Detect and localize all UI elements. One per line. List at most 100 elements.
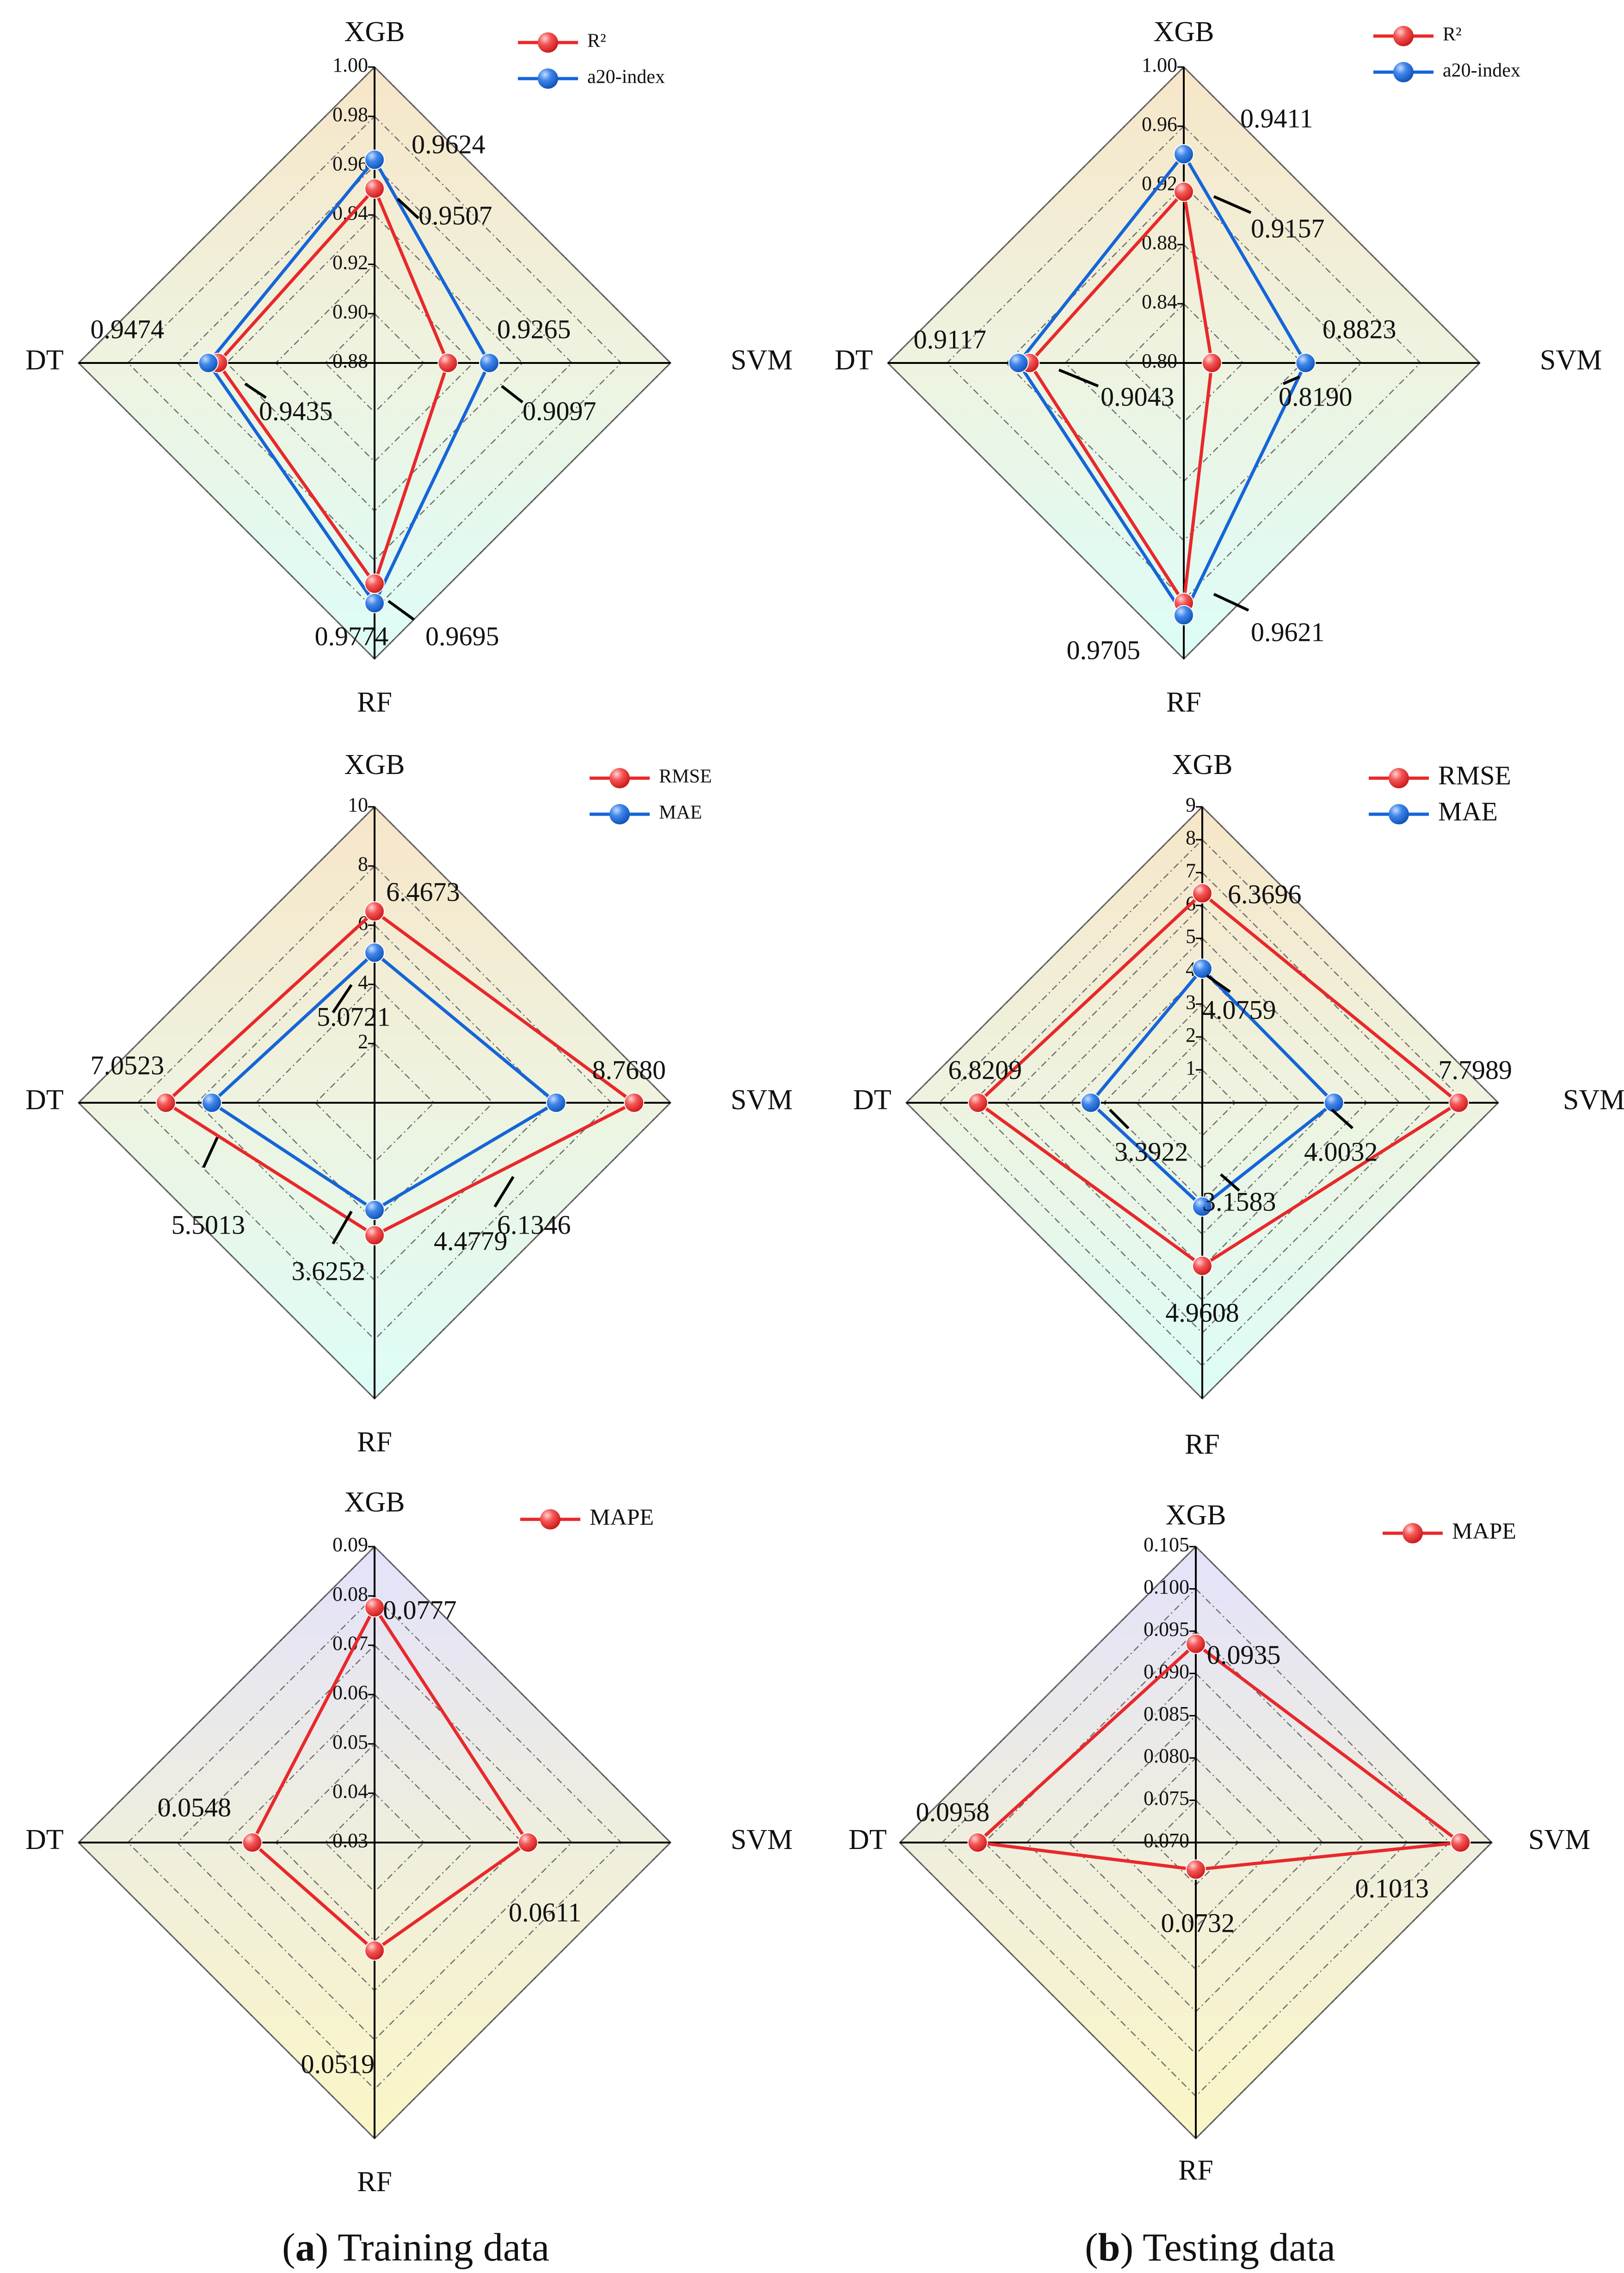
radar-callout-line <box>501 385 523 404</box>
radar-tick-label: 0.98 <box>332 103 368 126</box>
radar-tick-label: 4 <box>1186 958 1196 981</box>
legend-label: R² <box>1443 24 1462 45</box>
radar-value-label: 3.3922 <box>1114 1136 1188 1167</box>
radar-tick-label: 7 <box>1186 859 1196 882</box>
radar-chart-a2: 246810XGBSVMRFDT6.46738.76804.47797.0523… <box>25 749 793 1458</box>
radar-legend: MAPE <box>520 1504 654 1530</box>
radar-point <box>364 178 385 199</box>
radar-axis-label-rf: RF <box>1166 687 1201 718</box>
legend-marker-red <box>540 1509 560 1530</box>
radar-point <box>546 1093 566 1113</box>
legend-label: MAE <box>659 802 702 823</box>
radar-value-label: 0.0732 <box>1161 1908 1235 1938</box>
radar-tick-label: 0.08 <box>332 1583 368 1605</box>
radar-callout-line <box>244 382 267 399</box>
radar-value-label: 0.9695 <box>425 621 499 651</box>
radar-point <box>517 1832 538 1853</box>
radar-tick-label: 10 <box>348 793 368 816</box>
legend-label: RMSE <box>659 766 712 787</box>
radar-value-label: 6.8209 <box>948 1055 1022 1085</box>
legend-marker-red <box>1403 1523 1423 1543</box>
radar-value-label: 6.4673 <box>386 877 460 907</box>
radar-axis-label-svm: SVM <box>1528 1824 1590 1855</box>
radar-value-label: 0.0548 <box>158 1792 232 1822</box>
radar-tick-label: 3 <box>1186 991 1196 1014</box>
radar-tick-label: 4 <box>358 971 368 994</box>
radar-tick-label: 0.88 <box>1142 231 1177 254</box>
radar-tick-label: 0.105 <box>1144 1533 1189 1556</box>
caption-training-text: Training data <box>328 2225 550 2269</box>
radar-axis-label-xgb: XGB <box>344 1487 405 1518</box>
radar-axis-label-svm: SVM <box>731 344 793 376</box>
radar-tick-label: 0.84 <box>1142 290 1177 313</box>
radar-value-label: 6.3696 <box>1228 879 1302 909</box>
radar-tick-label: 2 <box>1186 1024 1196 1046</box>
radar-value-label: 3.1583 <box>1202 1186 1276 1216</box>
radar-callout-line <box>493 1176 515 1208</box>
radar-value-label: 0.9621 <box>1251 617 1325 647</box>
legend-marker-blue <box>1393 62 1414 82</box>
radar-axis-label-dt: DT <box>25 1824 64 1855</box>
caption-training: (a) Training data <box>282 2225 550 2269</box>
radar-value-label: 6.1346 <box>497 1210 571 1240</box>
radar-axis-label-dt: DT <box>25 344 64 376</box>
legend-label: MAE <box>1438 796 1498 826</box>
radar-point <box>1186 1859 1206 1880</box>
radar-gridline <box>275 263 474 463</box>
legend-label: a20-index <box>1443 60 1520 81</box>
radar-axis-label-svm: SVM <box>731 1084 793 1116</box>
caption-testing-letter: b <box>1098 2225 1120 2269</box>
radar-tick-label: 0.09 <box>332 1533 368 1556</box>
radar-value-label: 8.7680 <box>592 1055 666 1085</box>
radar-value-label: 4.0032 <box>1304 1136 1378 1167</box>
radar-legend: RMSE MAE <box>590 766 712 824</box>
radar-value-label: 4.4779 <box>434 1226 508 1256</box>
radar-value-label: 4.9608 <box>1165 1297 1239 1327</box>
radar-value-label: 0.0777 <box>383 1595 457 1625</box>
radar-axis-label-xgb: XGB <box>1154 16 1214 48</box>
radar-axis-label-rf: RF <box>357 1426 392 1458</box>
radar-tick-label: 0.05 <box>332 1731 368 1753</box>
radar-point <box>1192 1255 1212 1276</box>
radar-gridline <box>275 1743 474 1942</box>
radar-point <box>1201 353 1222 373</box>
radar-tick-label: 0.96 <box>332 152 368 175</box>
legend-label: a20-index <box>587 67 665 88</box>
radar-point <box>364 593 385 614</box>
radar-point <box>1448 1093 1469 1113</box>
radar-value-label: 0.9157 <box>1251 213 1325 243</box>
radar-point <box>1174 181 1194 202</box>
legend-marker-red <box>609 768 630 788</box>
radar-value-label: 0.8823 <box>1323 314 1396 344</box>
radar-value-label: 0.9774 <box>315 621 389 651</box>
legend-label: RMSE <box>1438 760 1511 790</box>
radar-point <box>364 1200 385 1221</box>
radar-point <box>155 1093 176 1113</box>
radar-gridline <box>127 1595 622 2090</box>
radar-tick-label: 8 <box>358 853 368 875</box>
radar-point <box>1008 353 1029 373</box>
radar-point <box>242 1832 263 1853</box>
radar-point <box>364 942 385 963</box>
radar-tick-label: 0.04 <box>332 1780 368 1802</box>
radar-callout-line <box>1331 1108 1353 1130</box>
radar-value-label: 0.0958 <box>916 1797 990 1827</box>
radar-point <box>967 1093 988 1113</box>
radar-tick-label: 0.080 <box>1144 1745 1189 1767</box>
radar-point <box>364 1225 385 1246</box>
radar-value-label: 0.0611 <box>509 1897 581 1927</box>
radar-value-label: 4.0759 <box>1202 995 1276 1025</box>
radar-point <box>1186 1634 1206 1654</box>
radar-point <box>1174 144 1194 165</box>
radar-callout-line <box>388 600 415 621</box>
radar-value-label: 0.0519 <box>301 2049 375 2079</box>
radar-tick-label: 1 <box>1186 1057 1196 1079</box>
radar-point <box>479 353 499 373</box>
radar-point <box>1450 1832 1471 1853</box>
radar-axis-label-rf: RF <box>1178 2155 1213 2186</box>
radar-legend: RMSE MAE <box>1369 760 1511 826</box>
radar-tick-label: 5 <box>1186 925 1196 948</box>
radar-tick-label: 2 <box>358 1030 368 1053</box>
radar-callout-line <box>1206 974 1231 993</box>
